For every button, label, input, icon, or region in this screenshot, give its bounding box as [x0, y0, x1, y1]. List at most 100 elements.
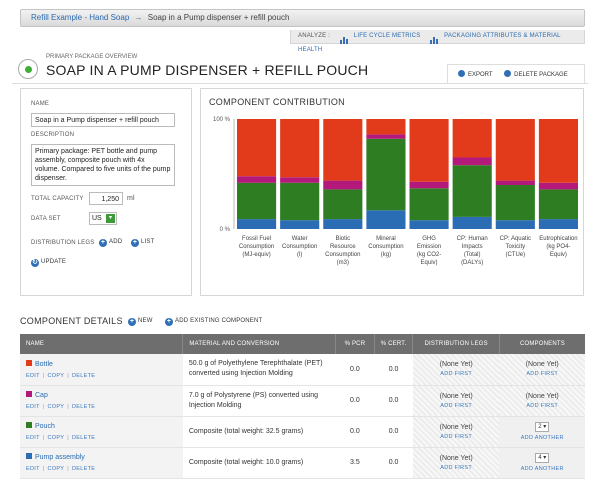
- capacity-label: TOTAL CAPACITY: [31, 196, 84, 202]
- delete-label: DELETE PACKAGE: [514, 72, 568, 78]
- edit-link[interactable]: EDIT: [26, 435, 40, 441]
- breadcrumb: Refill Example - Hand Soap → Soap in a P…: [20, 9, 585, 27]
- bar-segment: [409, 119, 449, 182]
- separator: |: [42, 435, 45, 441]
- row-actions: EDIT | COPY | DELETE: [26, 404, 183, 410]
- color-swatch: [26, 453, 32, 459]
- table-row: Bottle EDIT | COPY | DELETE 50.0 g of Polyet…: [20, 354, 585, 386]
- add-first-leg-link[interactable]: ADD FIRST: [440, 402, 473, 409]
- name-cell: Pouch EDIT | COPY | DELETE: [20, 416, 183, 448]
- delete-icon: [504, 70, 512, 77]
- x-tick-label: CP: Human Impacts (Total) (DALYs): [457, 236, 488, 266]
- bar-chart-icon: [339, 31, 349, 44]
- conversion-cell: Composite (total weight: 10.0 grams): [182, 447, 336, 479]
- export-icon: [458, 70, 465, 77]
- distribution-legs-cell: (None Yet) ADD FIRST: [412, 354, 500, 386]
- cert-cell: 0.0: [374, 354, 413, 386]
- bar-segment: [366, 210, 406, 229]
- bar-segment: [237, 176, 277, 183]
- name-cell: Cap EDIT | COPY | DELETE: [20, 385, 183, 417]
- bar-segment: [323, 219, 363, 229]
- bar-segment: [538, 182, 578, 190]
- copy-link[interactable]: COPY: [47, 372, 65, 379]
- new-component-label: NEW: [138, 318, 153, 324]
- component-name-link[interactable]: Bottle: [35, 360, 53, 368]
- plus-icon: +: [99, 239, 107, 247]
- packaging-attributes-link[interactable]: PACKAGING ATTRIBUTES & MATERIAL HEALTH: [298, 33, 561, 53]
- bar-segment: [280, 119, 320, 178]
- add-leg-button[interactable]: + ADD: [99, 239, 122, 247]
- column-header: MATERIAL AND CONVERSION: [182, 334, 337, 354]
- add-component-link[interactable]: ADD ANOTHER: [520, 466, 564, 472]
- delete-link[interactable]: DELETE: [72, 372, 96, 379]
- list-legs-button[interactable]: + LIST: [131, 239, 154, 247]
- delete-package-button[interactable]: DELETE PACKAGE: [504, 70, 568, 78]
- separator: |: [42, 372, 45, 379]
- x-tick-label: Water Consumption (l): [282, 236, 317, 258]
- description-textarea[interactable]: Primary package: PET bottle and pump ass…: [31, 144, 175, 186]
- add-component-link[interactable]: ADD FIRST: [526, 371, 559, 378]
- add-component-link[interactable]: ADD FIRST: [526, 402, 559, 409]
- copy-link[interactable]: COPY: [47, 435, 65, 441]
- legs-status: (None Yet): [439, 423, 473, 431]
- bar-segment: [409, 220, 449, 229]
- update-button[interactable]: ↻ UPDATE: [31, 259, 66, 267]
- bar-segment: [409, 188, 449, 221]
- capacity-unit: ml: [127, 195, 135, 202]
- bar-segment: [452, 157, 492, 166]
- component-table: NAME MATERIAL AND CONVERSION % PCR % CER…: [20, 334, 585, 479]
- bar-segment: [409, 181, 449, 189]
- name-label: NAME: [31, 101, 50, 107]
- capacity-input[interactable]: 1,250: [89, 192, 123, 205]
- x-tick-label: CP: Aquatic Toxicity (CTUe): [500, 236, 531, 258]
- name-cell: Pump assembly EDIT | COPY | DELETE: [20, 447, 183, 479]
- name-cell: Bottle EDIT | COPY | DELETE: [20, 354, 183, 386]
- copy-link[interactable]: COPY: [47, 466, 65, 472]
- bar-segment: [323, 180, 363, 190]
- distribution-legs-cell: (None Yet) ADD FIRST: [412, 447, 500, 479]
- new-component-button[interactable]: + NEW: [128, 318, 153, 326]
- add-component-link[interactable]: ADD ANOTHER: [520, 435, 564, 441]
- edit-link[interactable]: EDIT: [26, 404, 40, 410]
- header-actions: EXPORT DELETE PACKAGE: [447, 64, 585, 84]
- delete-link[interactable]: DELETE: [72, 435, 96, 441]
- copy-link[interactable]: COPY: [47, 404, 65, 410]
- quantity-select[interactable]: 4 ▾: [535, 453, 550, 463]
- quantity-select[interactable]: 2 ▾: [535, 422, 550, 432]
- divider: [12, 83, 588, 84]
- delete-link[interactable]: DELETE: [72, 466, 96, 472]
- breadcrumb-link[interactable]: Refill Example - Hand Soap: [31, 13, 130, 22]
- add-first-leg-link[interactable]: ADD FIRST: [440, 464, 473, 471]
- dropdown-icon: ▾: [106, 214, 115, 223]
- bar-segment: [366, 138, 406, 211]
- distribution-legs-label: DISTRIBUTION LEGS: [31, 240, 95, 246]
- chart-title: COMPONENT CONTRIBUTION: [209, 97, 345, 107]
- x-tick-label: Fossil Fuel Consumption (MJ-equiv): [239, 236, 274, 258]
- export-button[interactable]: EXPORT: [458, 70, 492, 78]
- plus-icon: +: [165, 318, 173, 326]
- dataset-select[interactable]: US ▾: [89, 212, 117, 225]
- component-name-link[interactable]: Pouch: [35, 423, 55, 430]
- bar-segment: [495, 119, 535, 181]
- add-existing-component-button[interactable]: + ADD EXISTING COMPONENT: [165, 318, 262, 326]
- component-name-link[interactable]: Cap: [35, 392, 48, 399]
- add-first-leg-link[interactable]: ADD FIRST: [440, 371, 473, 378]
- life-cycle-metrics-link[interactable]: LIFE CYCLE METRICS: [353, 33, 421, 39]
- component-name-link[interactable]: Pump assembly: [35, 454, 85, 461]
- bar-segment: [237, 119, 277, 177]
- table-row: Pouch EDIT | COPY | DELETE Composite (total …: [20, 416, 585, 448]
- color-swatch: [26, 359, 32, 366]
- list-legs-label: LIST: [141, 239, 155, 245]
- bar-segment: [323, 189, 363, 220]
- quantity-value: 4: [538, 455, 542, 461]
- delete-link[interactable]: DELETE: [72, 404, 96, 410]
- add-first-leg-link[interactable]: ADD FIRST: [440, 433, 473, 440]
- edit-link[interactable]: EDIT: [26, 372, 40, 379]
- bar-segment: [366, 134, 406, 139]
- name-input[interactable]: Soap in a Pump dispenser + refill pouch: [31, 113, 175, 127]
- legs-status: (None Yet): [439, 392, 473, 400]
- components-status: (None Yet): [525, 392, 559, 400]
- edit-link[interactable]: EDIT: [26, 466, 40, 472]
- distribution-legs-cell: (None Yet) ADD FIRST: [412, 385, 500, 417]
- column-header: NAME: [20, 334, 184, 354]
